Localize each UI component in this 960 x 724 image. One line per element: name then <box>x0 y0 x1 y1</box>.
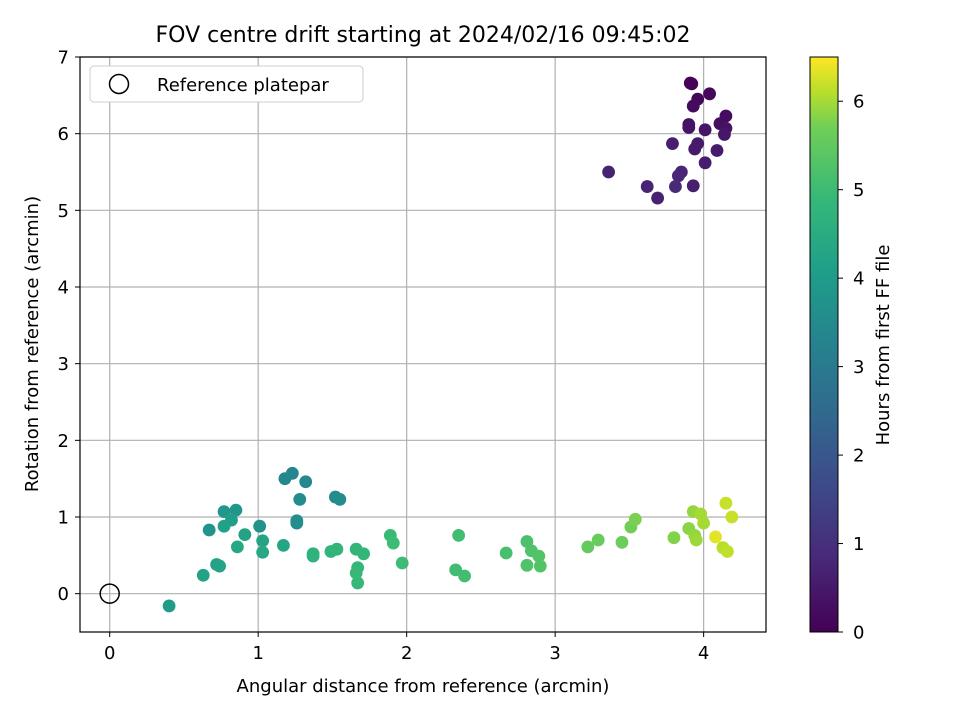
data-point <box>217 505 231 519</box>
data-point <box>719 496 733 510</box>
colorbar-tick-label: 6 <box>853 92 864 113</box>
x-tick-label: 4 <box>698 643 709 664</box>
data-point <box>162 599 176 613</box>
data-point <box>581 540 595 554</box>
colorbar-tick-label: 2 <box>853 446 864 467</box>
x-axis-ticks: 0 1 2 3 4 <box>104 632 709 664</box>
data-point <box>533 559 547 573</box>
data-point <box>277 538 290 552</box>
legend: Reference platepar <box>89 65 364 103</box>
x-axis-label: Angular distance from reference (arcmin) <box>237 676 610 697</box>
y-tick-label: 4 <box>58 278 69 299</box>
data-point <box>651 191 665 205</box>
x-tick-label: 3 <box>549 643 560 664</box>
data-point <box>202 523 216 537</box>
data-point <box>718 128 731 141</box>
y-axis-ticks: 0 1 2 3 4 5 6 7 <box>58 48 80 605</box>
data-point <box>720 545 734 558</box>
data-point <box>689 533 703 547</box>
colorbar-tick-label: 5 <box>853 180 864 201</box>
y-tick-label: 6 <box>58 124 69 145</box>
data-point <box>256 545 270 559</box>
data-point <box>452 529 466 542</box>
y-tick-label: 7 <box>58 48 69 69</box>
data-point <box>532 549 546 563</box>
data-point <box>520 558 534 572</box>
data-point <box>698 156 712 170</box>
data-point <box>449 563 463 577</box>
data-point <box>256 534 270 548</box>
data-point <box>229 503 243 517</box>
data-point <box>688 142 702 156</box>
colorbar: 0 1 2 3 4 5 6 Hours from first FF file <box>809 56 894 644</box>
data-point <box>333 492 347 506</box>
data-point <box>217 519 231 533</box>
data-point <box>710 144 724 157</box>
data-point <box>666 137 679 151</box>
data-point <box>591 533 605 547</box>
y-tick-label: 3 <box>58 354 69 375</box>
legend-reference-marker <box>108 73 130 95</box>
data-point <box>682 121 696 134</box>
x-tick-label: 0 <box>104 643 115 664</box>
data-point <box>602 165 616 179</box>
data-point <box>669 180 682 193</box>
x-tick-label: 2 <box>401 643 412 664</box>
data-point <box>196 568 210 582</box>
data-point <box>458 569 471 583</box>
data-point <box>671 169 685 183</box>
data-point <box>253 519 267 533</box>
data-point <box>395 556 409 570</box>
data-point <box>306 549 320 563</box>
data-point <box>703 87 716 101</box>
legend-entry-label: Reference platepar <box>157 75 329 96</box>
y-tick-label: 0 <box>58 584 69 605</box>
data-point <box>278 472 292 486</box>
data-point <box>698 123 712 137</box>
data-point <box>697 516 711 530</box>
colorbar-tick-label: 4 <box>853 269 864 290</box>
colorbar-ticks: 0 1 2 3 4 5 6 <box>838 92 864 644</box>
plot-frame <box>79 56 767 633</box>
y-tick-label: 1 <box>58 508 69 529</box>
data-point <box>330 542 344 556</box>
data-point <box>615 535 629 549</box>
reference-platepar-marker <box>99 583 120 604</box>
data-point <box>238 528 252 542</box>
data-point <box>640 180 654 193</box>
y-tick-label: 5 <box>58 201 69 222</box>
data-point <box>357 547 371 561</box>
data-points <box>162 76 739 613</box>
data-point <box>290 516 304 530</box>
data-point <box>293 492 307 506</box>
colorbar-gradient <box>809 56 839 633</box>
data-point <box>686 179 700 193</box>
data-point <box>351 576 365 590</box>
chart-title: FOV centre drift starting at 2024/02/16 … <box>156 23 691 48</box>
colorbar-tick-label: 0 <box>853 623 864 644</box>
y-tick-label: 2 <box>58 431 69 452</box>
reference-marker-layer <box>99 583 120 604</box>
x-tick-label: 1 <box>252 643 263 664</box>
grid-lines <box>80 56 766 632</box>
data-point <box>667 531 681 545</box>
data-point <box>349 566 363 580</box>
y-axis-label: Rotation from reference (arcmin) <box>22 196 43 492</box>
colorbar-label: Hours from first FF file <box>873 245 894 446</box>
data-point <box>213 559 226 573</box>
data-point <box>725 510 739 524</box>
data-point <box>628 512 642 526</box>
colorbar-tick-label: 3 <box>853 357 864 378</box>
data-point <box>709 530 722 544</box>
colorbar-tick-label: 1 <box>853 534 864 555</box>
data-point <box>499 546 513 560</box>
data-point <box>685 77 699 91</box>
legend-box <box>89 65 364 103</box>
data-point <box>686 99 700 113</box>
data-point <box>386 536 400 550</box>
data-point <box>230 540 244 554</box>
data-point <box>299 475 313 489</box>
